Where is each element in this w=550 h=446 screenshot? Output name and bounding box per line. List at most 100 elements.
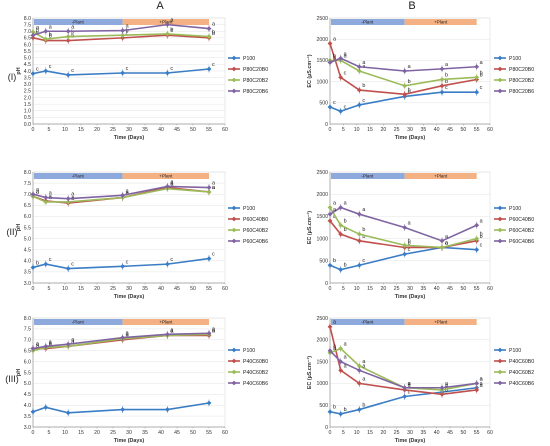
significance-letter: a — [126, 24, 129, 30]
significance-letter: a — [480, 60, 483, 66]
significance-letter: a — [71, 337, 74, 343]
significance-letter: a — [36, 342, 39, 348]
x-tick-label: 10 — [354, 430, 360, 436]
legend-swatch-marker — [231, 238, 237, 244]
significance-letter: a — [36, 189, 39, 195]
series-line — [32, 257, 210, 270]
legend-swatch-marker — [497, 227, 503, 233]
significance-letter: a — [333, 201, 336, 207]
y-tick-label: 0 — [325, 281, 328, 287]
legend-entry: P60C40B0 — [509, 217, 534, 223]
x-tick-label: 40 — [434, 286, 440, 292]
significance-letter: b — [344, 263, 347, 269]
significance-letter: c — [212, 62, 215, 68]
significance-letter: a — [71, 24, 74, 30]
legend-entry: P80C20B2 — [509, 78, 534, 84]
significance-letter: a — [362, 207, 365, 213]
x-tick-label: 20 — [94, 127, 100, 133]
significance-letter: c — [480, 243, 483, 249]
significance-letter: b — [344, 227, 347, 233]
series-line — [329, 206, 477, 242]
x-tick-label: 30 — [126, 127, 132, 133]
significance-letter: a — [49, 339, 52, 345]
significance-letter: a — [126, 188, 129, 194]
x-tick-label: 15 — [78, 286, 84, 292]
legend-swatch-marker — [231, 77, 237, 83]
x-tick-label: 50 — [460, 127, 466, 133]
band-minus-plant — [34, 173, 123, 179]
legend-swatch-marker — [497, 380, 503, 386]
significance-letter: c — [71, 262, 74, 268]
significance-letter: b — [36, 260, 39, 266]
x-tick-label: 35 — [420, 127, 426, 133]
significance-letter: c — [170, 66, 173, 72]
significance-letter: b — [362, 403, 365, 409]
legend-entry: P60C40B0 — [243, 217, 268, 223]
column-header-b: B — [408, 0, 415, 12]
x-tick-label: 0 — [329, 286, 332, 292]
significance-letter: a — [49, 194, 52, 200]
x-tick-label: 60 — [487, 286, 493, 292]
x-tick-label: 40 — [158, 127, 164, 133]
significance-letter: a — [408, 381, 411, 387]
y-tick-label: 4.0 — [24, 69, 31, 75]
x-tick-label: 45 — [447, 127, 453, 133]
x-tick-label: 45 — [447, 430, 453, 436]
series-line — [32, 23, 210, 36]
significance-letter: a — [212, 22, 215, 28]
y-tick-label: 6.5 — [24, 349, 31, 355]
significance-letter: a — [362, 359, 365, 365]
x-tick-label: 15 — [367, 430, 373, 436]
chart-panel-6: 0 500 1000 1500 2000 2500 0 5 10 15 20 25 30 35 40 45 50… — [307, 316, 534, 444]
legend-entry: P60C40B6 — [243, 239, 268, 245]
x-tick-label: 20 — [380, 127, 386, 133]
significance-letter: a — [333, 320, 336, 326]
significance-letter: a — [344, 355, 347, 361]
significance-letter: a — [126, 331, 129, 337]
x-tick-label: 5 — [342, 430, 345, 436]
y-tick-label: 1500 — [316, 214, 328, 220]
legend-entry: P80C20B2 — [243, 78, 268, 84]
significance-letter: b — [212, 30, 215, 36]
x-tick-label: 10 — [62, 127, 68, 133]
x-tick-label: 45 — [174, 430, 180, 436]
y-tick-label: 2000 — [316, 37, 328, 43]
significance-letter: a — [445, 381, 448, 387]
significance-letter: a — [170, 181, 173, 187]
band-plus-label: +Plant — [434, 174, 448, 179]
x-tick-label: 15 — [367, 127, 373, 133]
significance-letter: c — [126, 31, 129, 37]
significance-letter: c — [49, 257, 52, 263]
y-tick-label: 7.5 — [24, 181, 31, 187]
x-tick-label: 40 — [434, 127, 440, 133]
y-tick-label: 4.5 — [24, 248, 31, 254]
y-axis-label: EC (µS.cm⁻¹) — [307, 356, 313, 389]
y-tick-label: 3.0 — [24, 82, 31, 88]
legend-entry: P100 — [509, 348, 521, 354]
significance-letter: a — [362, 376, 365, 382]
significance-letter: b — [212, 31, 215, 37]
significance-letter: b — [333, 56, 336, 62]
y-tick-label: 5.5 — [24, 370, 31, 376]
legend-swatch-marker — [497, 55, 503, 61]
band-plus-plant — [404, 319, 477, 325]
significance-letter: a — [170, 182, 173, 188]
legend-swatch-marker — [231, 380, 237, 386]
y-tick-label: 2500 — [316, 316, 328, 322]
y-axis-label: pH — [16, 369, 22, 376]
significance-letter: b — [71, 30, 74, 36]
y-tick-label: 6.0 — [24, 42, 31, 48]
significance-letter: a — [480, 383, 483, 389]
significance-letter: a — [333, 207, 336, 213]
y-tick-label: 7.0 — [24, 192, 31, 198]
x-tick-label: 40 — [158, 286, 164, 292]
y-tick-label: 500 — [319, 403, 328, 409]
x-tick-label: 0 — [32, 286, 35, 292]
series-line — [32, 333, 210, 352]
x-axis-label: Time (Days) — [395, 438, 426, 444]
x-tick-label: 30 — [126, 286, 132, 292]
y-tick-label: 6.0 — [24, 214, 31, 220]
band-plus-label: +Plant — [159, 320, 173, 325]
x-tick-label: 0 — [329, 430, 332, 436]
x-tick-label: 25 — [110, 127, 116, 133]
